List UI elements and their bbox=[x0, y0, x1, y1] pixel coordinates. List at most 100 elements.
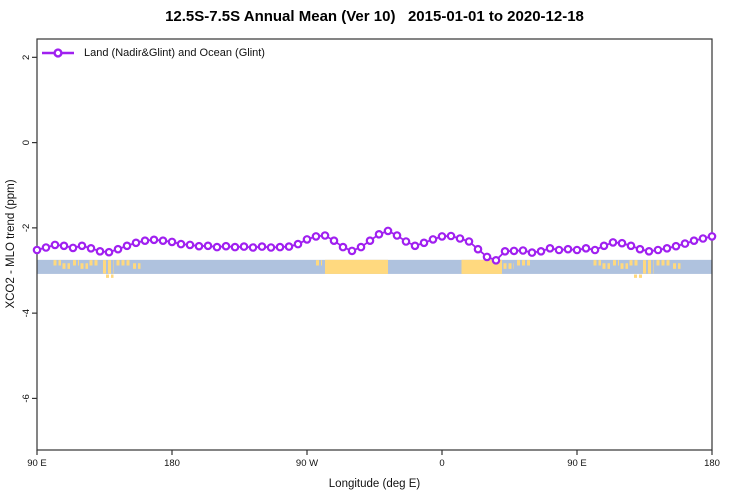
y-tick-label: 2 bbox=[21, 55, 32, 60]
data-point bbox=[518, 246, 528, 255]
data-point bbox=[293, 239, 303, 249]
data-point bbox=[374, 230, 384, 239]
data-point bbox=[644, 247, 654, 256]
data-point bbox=[599, 241, 609, 251]
data-point bbox=[581, 244, 591, 253]
data-point bbox=[149, 235, 159, 245]
legend: Land (Nadir&Glint) and Ocean (Glint) bbox=[41, 46, 265, 60]
data-point bbox=[158, 236, 168, 246]
data-point bbox=[140, 236, 150, 246]
data-series bbox=[32, 226, 717, 265]
data-point bbox=[428, 235, 438, 244]
data-point bbox=[401, 237, 411, 246]
data-point bbox=[338, 242, 348, 252]
y-tick-label: -2 bbox=[21, 224, 32, 232]
data-point bbox=[680, 239, 690, 248]
data-point bbox=[536, 247, 546, 256]
data-point bbox=[212, 242, 222, 252]
data-point bbox=[653, 245, 663, 255]
data-point bbox=[239, 242, 249, 251]
data-point bbox=[284, 242, 294, 251]
data-point bbox=[554, 245, 564, 255]
x-axis: 90 E 180 90 W 0 90 E 180 bbox=[27, 450, 720, 469]
data-point bbox=[266, 243, 276, 252]
legend-line-sample-icon bbox=[42, 48, 74, 58]
data-point bbox=[347, 246, 357, 256]
data-point bbox=[707, 232, 717, 241]
data-point bbox=[176, 239, 186, 249]
data-point bbox=[590, 245, 600, 255]
data-point bbox=[626, 241, 636, 251]
data-point bbox=[248, 243, 258, 252]
data-point bbox=[563, 244, 573, 254]
data-point bbox=[77, 241, 87, 251]
x-tick-label: 180 bbox=[164, 458, 180, 469]
data-point bbox=[59, 241, 69, 251]
y-tick-label: -4 bbox=[21, 309, 32, 317]
data-point bbox=[320, 231, 330, 240]
data-point bbox=[545, 244, 555, 253]
data-point bbox=[194, 241, 204, 251]
land-segment bbox=[461, 259, 502, 274]
plot-border bbox=[36, 38, 713, 451]
chart-title: 12.5S-7.5S Annual Mean (Ver 10) 2015-01-… bbox=[165, 8, 584, 25]
data-point bbox=[122, 241, 132, 251]
x-tick-label: 0 bbox=[439, 458, 444, 469]
data-point bbox=[311, 232, 321, 241]
x-axis-title: Longitude (deg E) bbox=[328, 478, 421, 490]
data-point bbox=[230, 242, 240, 252]
y-tick-label: 0 bbox=[21, 140, 32, 145]
data-point bbox=[113, 244, 123, 254]
data-line bbox=[36, 229, 713, 262]
data-point bbox=[50, 240, 60, 250]
data-point bbox=[86, 244, 96, 253]
data-point bbox=[365, 236, 375, 246]
data-point bbox=[419, 238, 429, 248]
data-point bbox=[41, 243, 51, 252]
data-point bbox=[68, 243, 78, 253]
data-point bbox=[464, 237, 474, 246]
data-point bbox=[662, 244, 672, 253]
data-point bbox=[482, 252, 492, 262]
x-tick-label: 180 bbox=[704, 458, 720, 469]
land-segment bbox=[325, 259, 388, 274]
data-point bbox=[473, 244, 483, 254]
data-point bbox=[527, 248, 537, 257]
map-strip bbox=[37, 259, 712, 278]
data-point bbox=[410, 241, 420, 251]
data-point bbox=[608, 238, 618, 247]
data-point bbox=[446, 231, 456, 241]
data-point bbox=[356, 242, 366, 252]
data-point bbox=[491, 255, 501, 265]
data-point bbox=[221, 241, 231, 251]
data-point bbox=[572, 245, 582, 255]
data-point bbox=[185, 240, 195, 250]
data-point bbox=[167, 237, 177, 247]
data-point bbox=[509, 246, 519, 256]
x-tick-label: 90 W bbox=[296, 458, 318, 469]
data-point bbox=[698, 234, 708, 243]
data-point bbox=[329, 236, 339, 246]
data-point bbox=[203, 241, 213, 251]
data-point bbox=[437, 232, 447, 241]
legend-marker-icon bbox=[53, 48, 63, 58]
data-point bbox=[95, 247, 105, 256]
y-tick-label: -6 bbox=[21, 394, 32, 402]
data-point bbox=[635, 244, 645, 254]
legend-label: Land (Nadir&Glint) and Ocean (Glint) bbox=[84, 47, 265, 59]
data-point bbox=[131, 238, 141, 248]
x-tick-label: 90 E bbox=[27, 458, 47, 469]
data-point bbox=[275, 242, 285, 252]
data-point bbox=[617, 238, 627, 248]
data-point bbox=[302, 235, 312, 244]
data-point bbox=[500, 247, 510, 256]
data-point bbox=[104, 247, 114, 257]
y-axis-title: XCO2 - MLO trend (ppm) bbox=[5, 179, 17, 309]
data-point bbox=[392, 231, 402, 240]
data-point bbox=[32, 245, 42, 255]
data-point bbox=[455, 234, 465, 243]
y-axis: 2 0 -2 -4 -6 bbox=[21, 55, 37, 403]
data-point bbox=[689, 236, 699, 246]
x-tick-label: 90 E bbox=[567, 458, 587, 469]
